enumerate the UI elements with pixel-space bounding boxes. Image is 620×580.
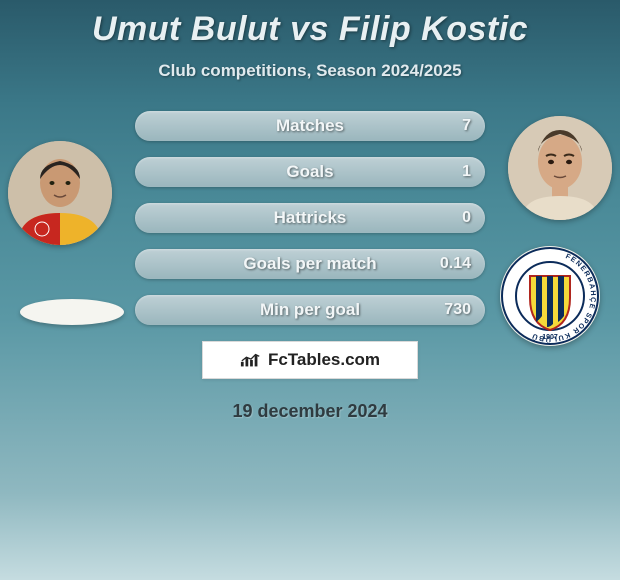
stat-value: 7	[462, 117, 471, 135]
stat-value: 1	[462, 163, 471, 181]
comparison-date: 19 december 2024	[0, 401, 620, 422]
comparison-subtitle: Club competitions, Season 2024/2025	[0, 61, 620, 81]
club-year: 1907	[542, 334, 558, 341]
stat-row: Goals per match 0.14	[135, 249, 485, 279]
comparison-title: Umut Bulut vs Filip Kostic	[0, 0, 620, 49]
stat-value: 0	[462, 209, 471, 227]
player-left-club-badge	[20, 299, 124, 325]
player-right-avatar	[508, 116, 612, 220]
chart-icon	[240, 352, 262, 368]
brand-box: FcTables.com	[202, 341, 418, 379]
comparison-main: FENERBAHÇE SPOR KULÜBÜ 1907 Matches 7 Go…	[0, 111, 620, 422]
stat-row: Min per goal 730	[135, 295, 485, 325]
player-left-avatar	[8, 141, 112, 245]
stat-label: Goals	[135, 162, 485, 182]
stat-label: Matches	[135, 116, 485, 136]
stat-row: Matches 7	[135, 111, 485, 141]
stat-row: Hattricks 0	[135, 203, 485, 233]
stat-value: 730	[444, 301, 471, 319]
player-right-club-badge: FENERBAHÇE SPOR KULÜBÜ 1907	[500, 246, 600, 346]
stat-row: Goals 1	[135, 157, 485, 187]
stat-label: Goals per match	[135, 254, 485, 274]
stat-value: 0.14	[440, 255, 471, 273]
stats-bars: Matches 7 Goals 1 Hattricks 0 Goals per …	[135, 111, 485, 325]
brand-label: FcTables.com	[268, 350, 380, 370]
stat-label: Hattricks	[135, 208, 485, 228]
stat-label: Min per goal	[135, 300, 485, 320]
